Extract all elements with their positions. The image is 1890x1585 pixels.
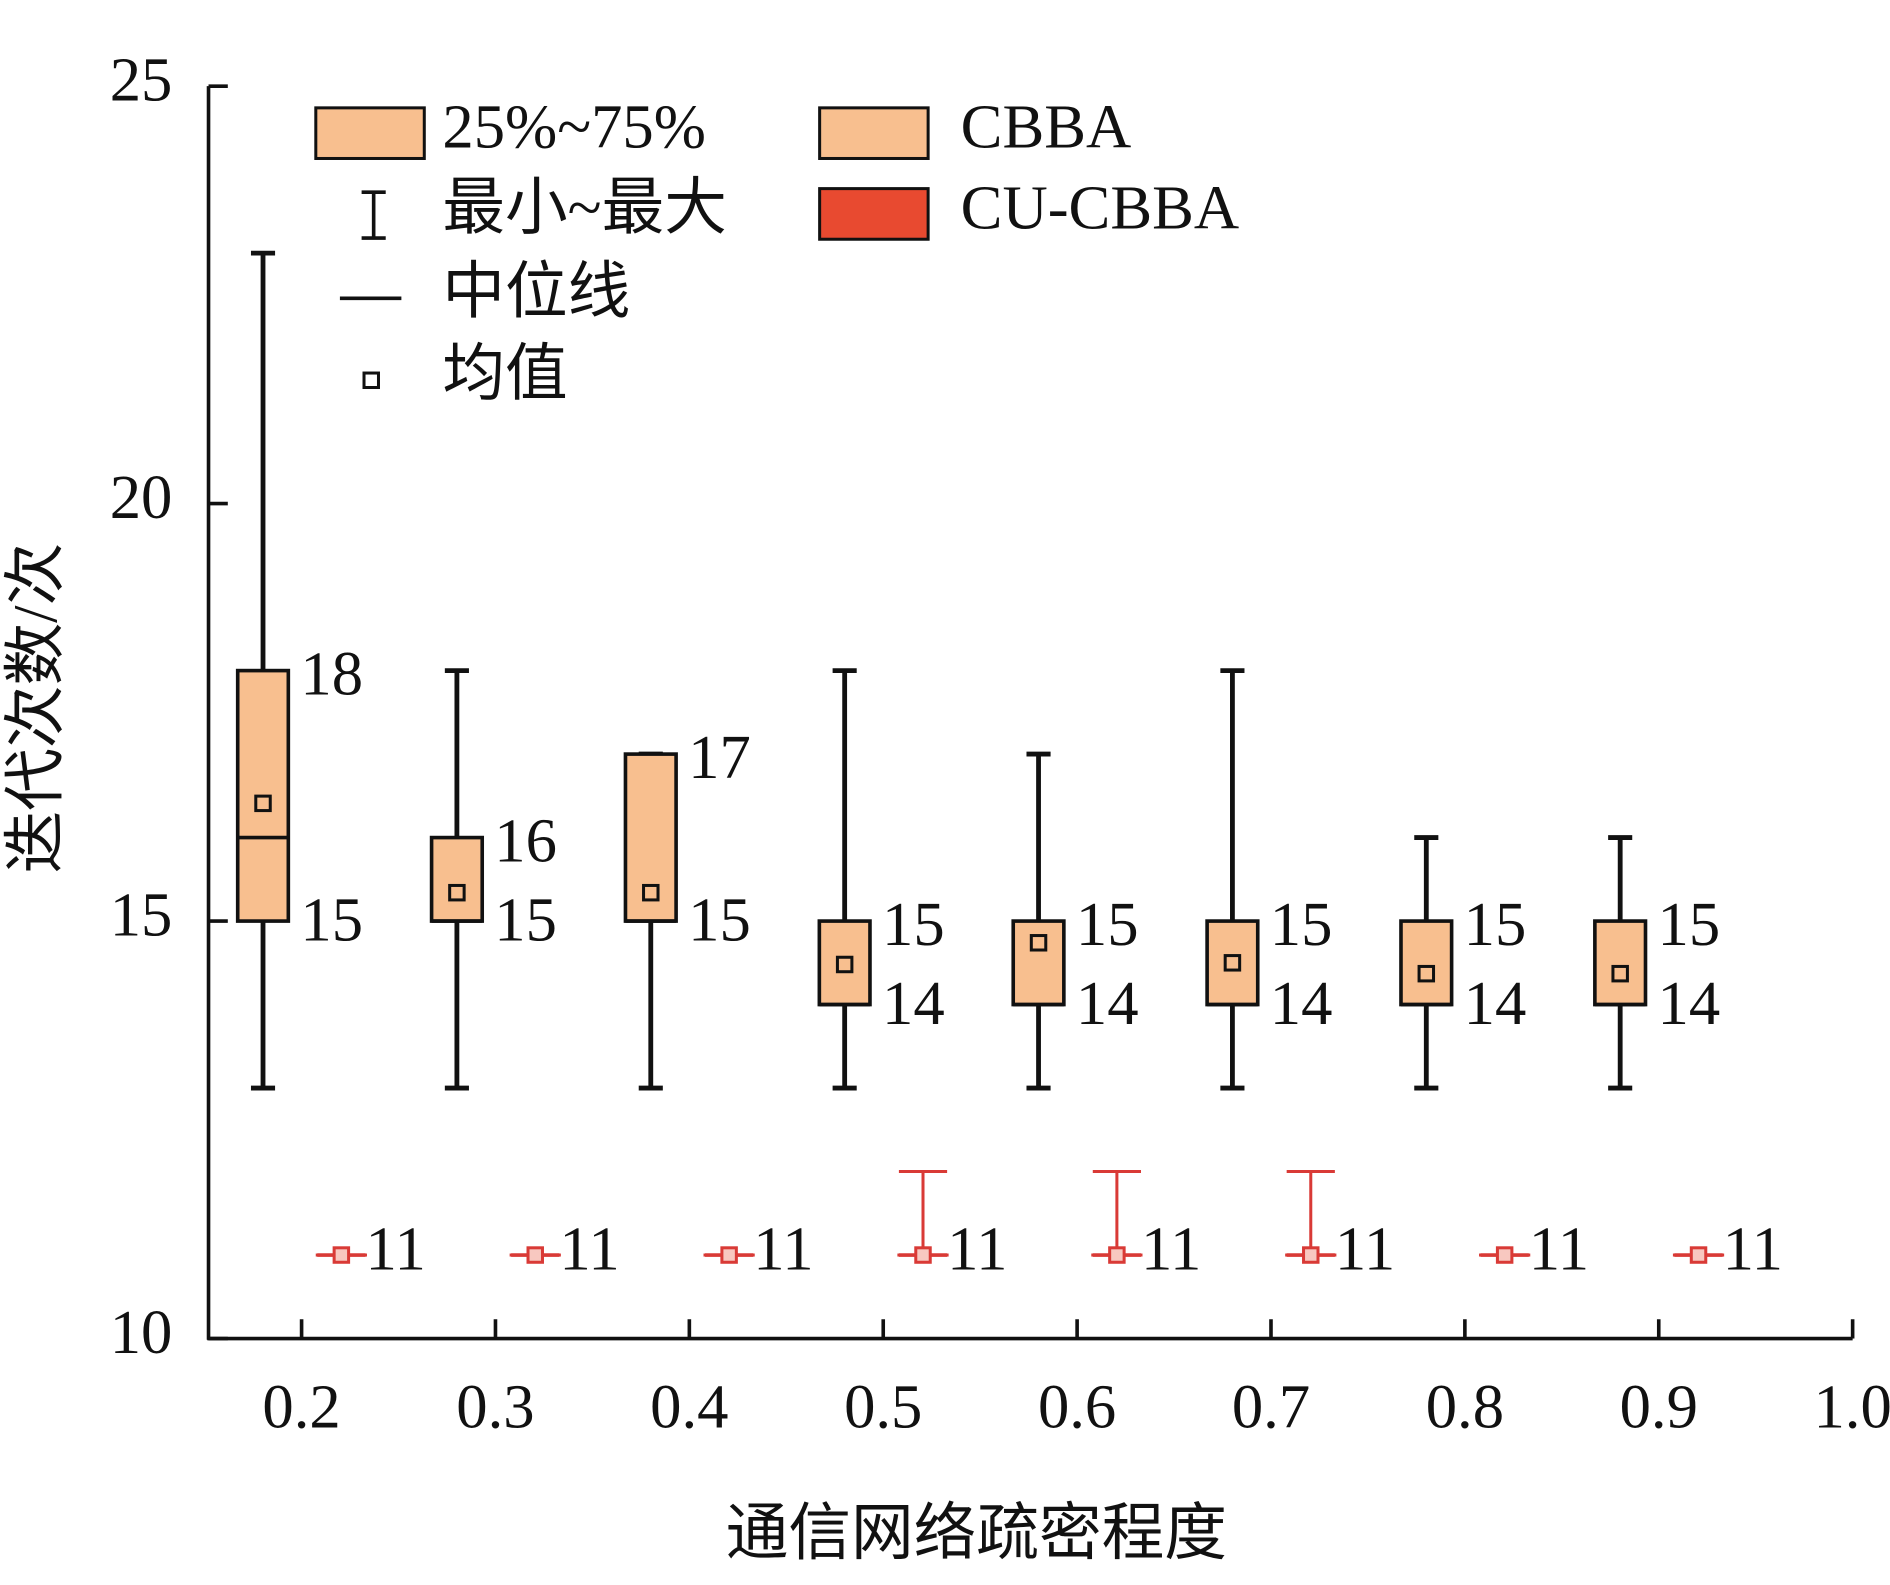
mean-marker <box>254 794 272 813</box>
data-label: 15 <box>494 884 557 954</box>
legend-label: 均值 <box>442 339 567 409</box>
data-label: 14 <box>1270 968 1333 1038</box>
x-axis-label: 通信网络疏密程度 <box>726 1498 1227 1568</box>
mean-marker <box>1108 1246 1126 1264</box>
mean-marker <box>1302 1246 1320 1264</box>
data-label: 11 <box>365 1213 425 1283</box>
x-tick-label: 0.6 <box>1038 1372 1116 1442</box>
data-label: 11 <box>753 1213 813 1283</box>
data-label: 17 <box>688 722 751 792</box>
y-tick-label: 15 <box>110 879 173 949</box>
legend-label: 最小~最大 <box>442 172 727 242</box>
x-tick-label: 0.5 <box>844 1372 922 1442</box>
box <box>623 752 678 923</box>
x-tick-label: 0.4 <box>650 1372 728 1442</box>
mean-marker <box>448 883 466 902</box>
box <box>1399 919 1454 1007</box>
mean-marker <box>720 1246 738 1264</box>
data-label: 11 <box>1335 1213 1395 1283</box>
data-label: 15 <box>300 884 363 954</box>
data-label: 16 <box>494 806 557 876</box>
box <box>1205 919 1260 1007</box>
legend-swatch <box>818 106 930 160</box>
mean-marker <box>1223 954 1242 972</box>
mean-marker <box>914 1246 932 1264</box>
x-tick-label: 0.7 <box>1232 1372 1310 1442</box>
mean-marker <box>332 1246 351 1264</box>
box <box>817 919 872 1007</box>
data-label: 15 <box>1464 889 1527 959</box>
mean-marker <box>1611 964 1629 983</box>
data-label: 11 <box>1529 1213 1589 1283</box>
box <box>1593 919 1648 1007</box>
legend-label: 中位线 <box>442 257 630 327</box>
x-tick-label: 1.0 <box>1813 1372 1890 1442</box>
x-tick-label: 0.8 <box>1426 1372 1504 1442</box>
legend-label: 25%~75% <box>442 92 706 162</box>
data-label: 14 <box>882 968 945 1038</box>
data-label: 11 <box>1723 1213 1783 1283</box>
legend-whisker-icon <box>361 190 386 240</box>
data-label: 15 <box>1076 889 1139 959</box>
data-label: 11 <box>1141 1213 1201 1283</box>
data-label: 15 <box>1658 889 1721 959</box>
data-label: 15 <box>1270 889 1333 959</box>
y-tick-label: 10 <box>110 1297 173 1367</box>
x-tick-label: 0.3 <box>456 1372 534 1442</box>
data-label: 11 <box>947 1213 1007 1283</box>
data-label: 15 <box>688 884 751 954</box>
data-label: 14 <box>1464 968 1527 1038</box>
y-axis-label: 迭代次数/次 <box>1 543 71 874</box>
x-tick-label: 0.9 <box>1620 1372 1698 1442</box>
mean-marker <box>642 883 660 902</box>
mean-marker <box>1417 964 1436 983</box>
x-tick-label: 0.2 <box>262 1372 340 1442</box>
legend-mean-icon <box>362 371 380 390</box>
box <box>429 835 485 923</box>
data-label: 14 <box>1076 968 1139 1038</box>
y-tick-label: 20 <box>110 462 173 532</box>
mean-marker <box>526 1246 544 1264</box>
box <box>1011 919 1066 1007</box>
legend-label: CU-CBBA <box>961 172 1240 242</box>
mean-marker <box>1689 1246 1708 1264</box>
data-label: 18 <box>300 639 363 709</box>
legend-swatch <box>314 106 426 160</box>
mean-marker <box>1029 934 1048 952</box>
legend-label: CBBA <box>961 92 1132 162</box>
mean-marker <box>1495 1246 1514 1264</box>
y-tick-label: 25 <box>110 45 173 115</box>
data-label: 14 <box>1658 968 1721 1038</box>
data-label: 11 <box>559 1213 619 1283</box>
legend-swatch <box>818 187 930 241</box>
mean-marker <box>835 955 854 974</box>
data-label: 15 <box>882 889 945 959</box>
